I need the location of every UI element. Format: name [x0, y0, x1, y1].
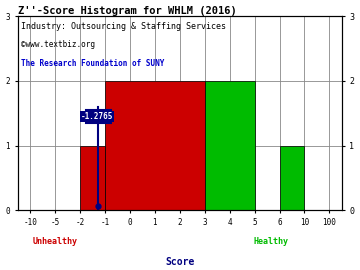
Text: Industry: Outsourcing & Staffing Services: Industry: Outsourcing & Staffing Service…: [21, 22, 226, 31]
Text: -1.2765: -1.2765: [81, 112, 113, 121]
Bar: [105, 81, 205, 210]
Bar: [205, 81, 255, 210]
Bar: [279, 146, 305, 210]
Bar: [80, 146, 105, 210]
Text: ©www.textbiz.org: ©www.textbiz.org: [21, 40, 95, 49]
Text: Z''-Score Histogram for WHLM (2016): Z''-Score Histogram for WHLM (2016): [18, 6, 237, 16]
Text: Healthy: Healthy: [253, 237, 288, 246]
Text: Unhealthy: Unhealthy: [33, 237, 78, 246]
Text: Score: Score: [165, 257, 195, 267]
Text: The Research Foundation of SUNY: The Research Foundation of SUNY: [21, 59, 165, 68]
